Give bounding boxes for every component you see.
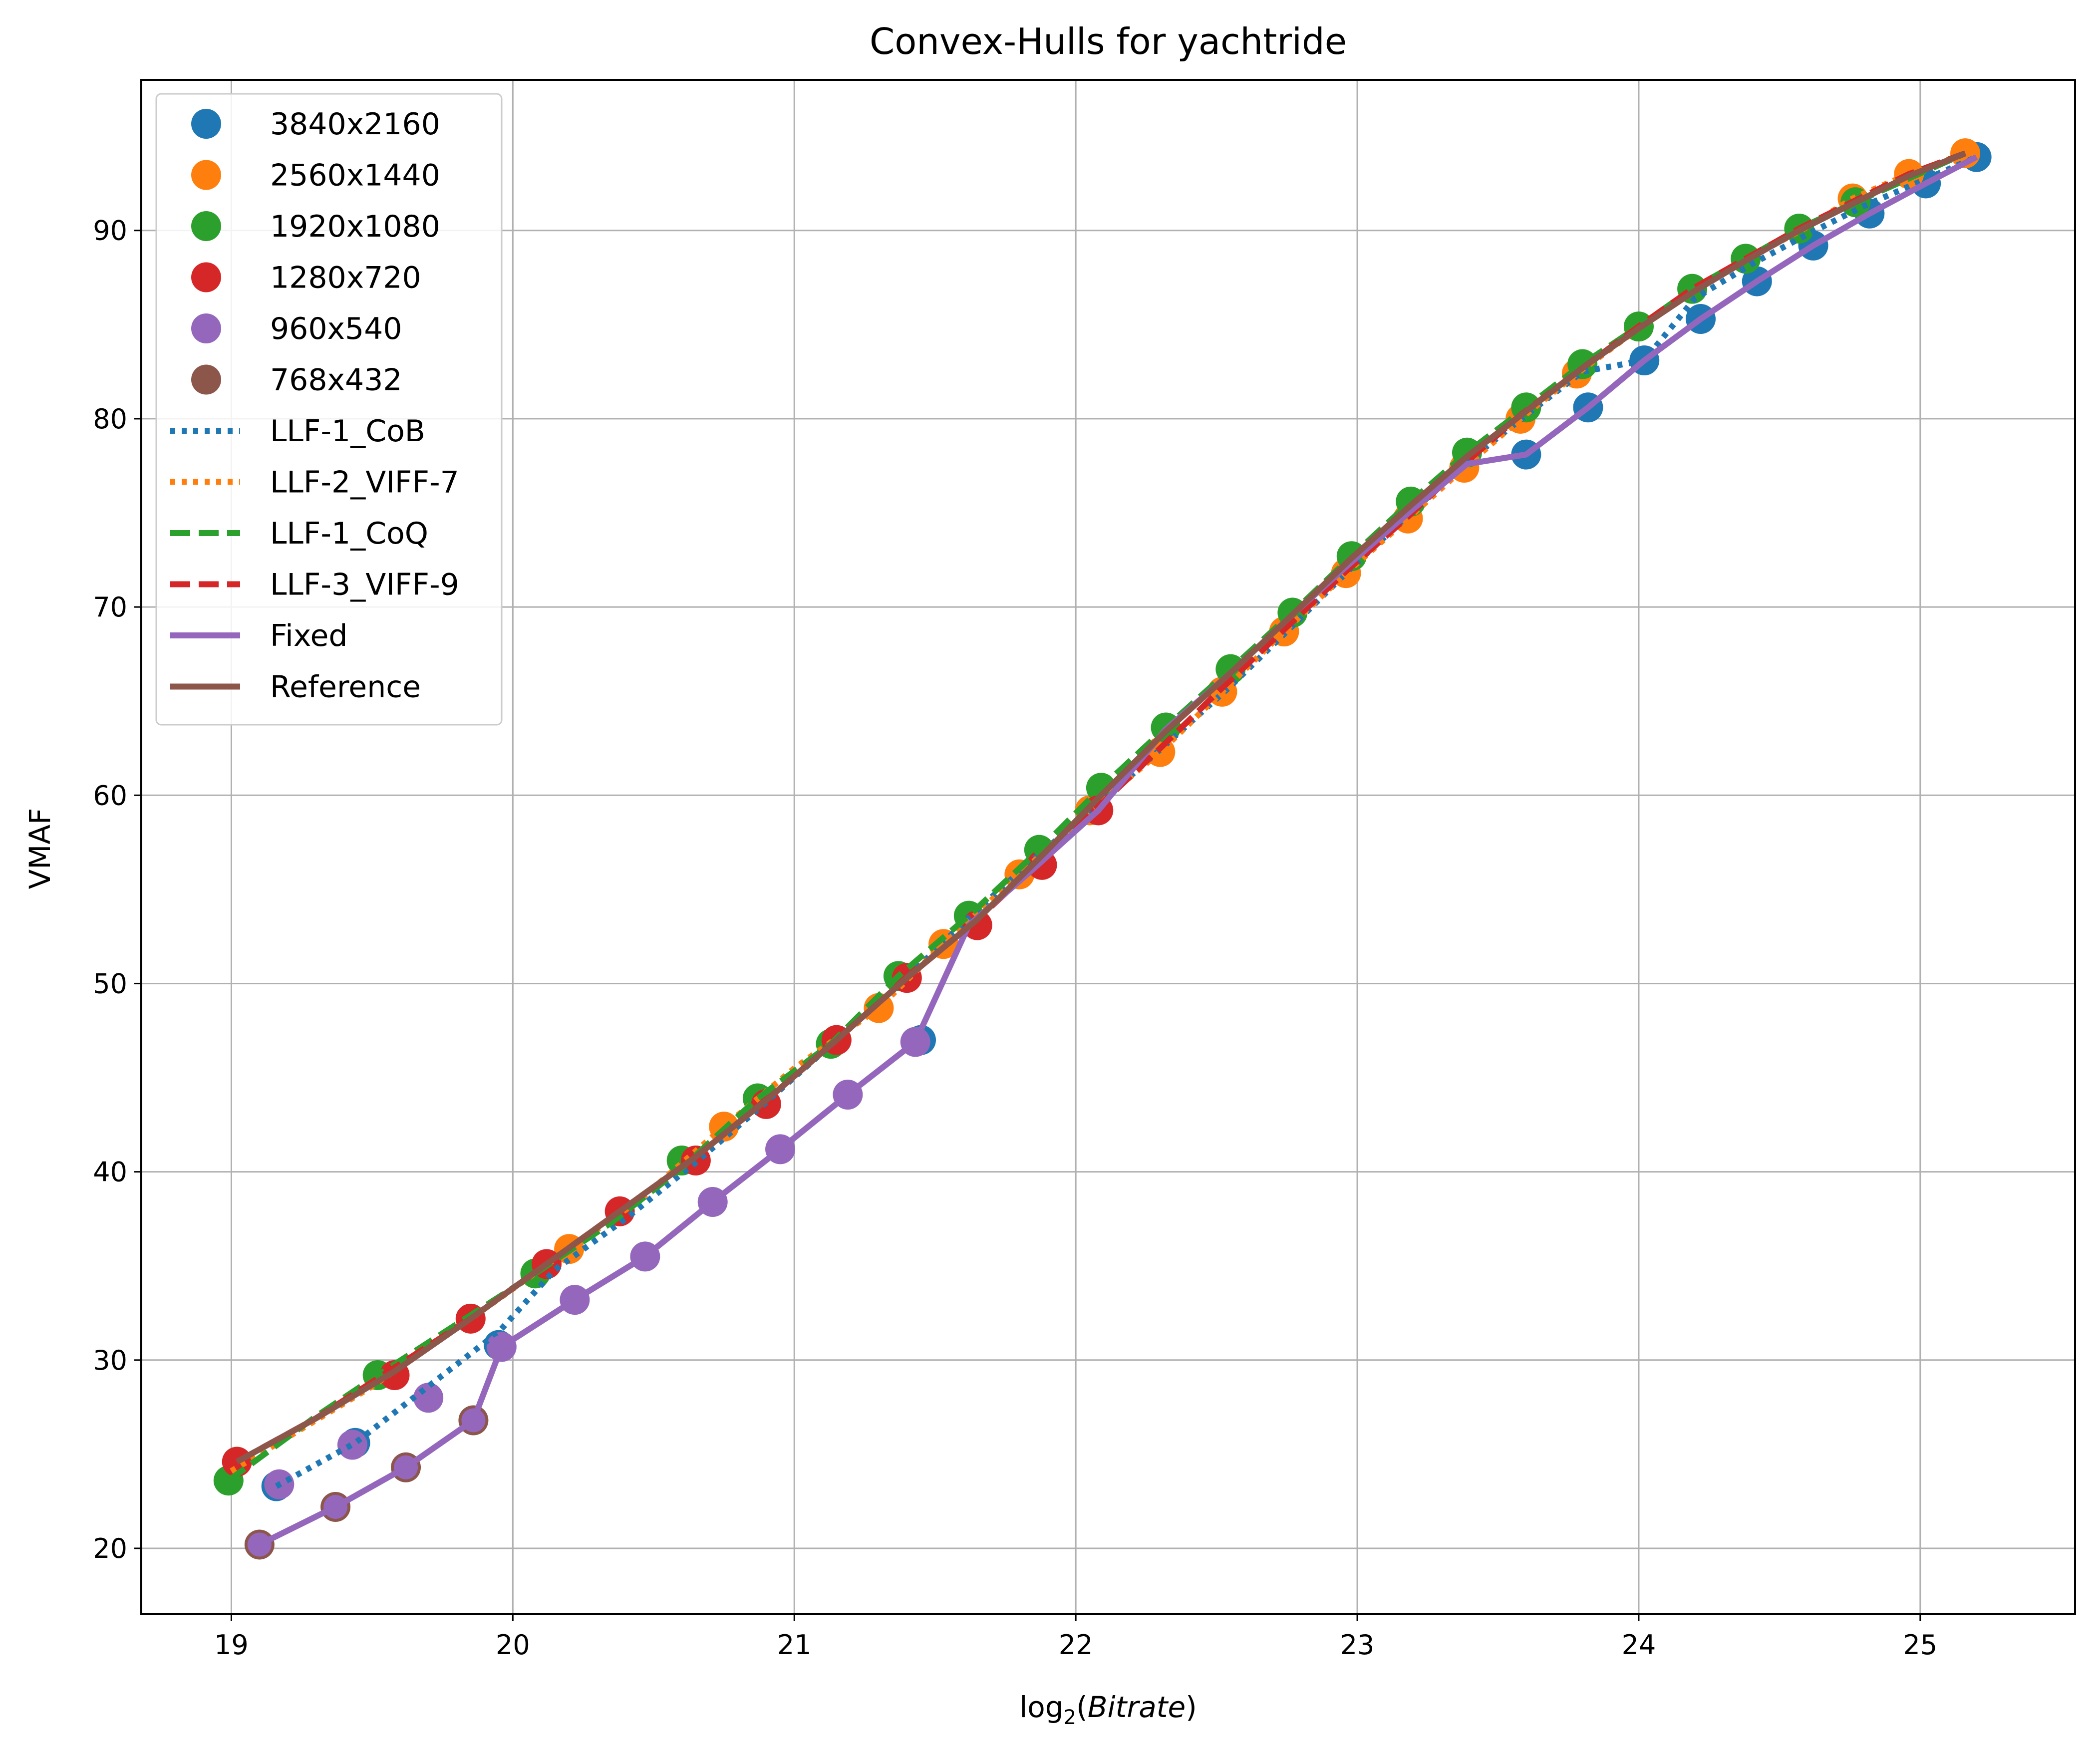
x-tick-label: 20: [496, 1629, 530, 1661]
legend-label: 2560x1440: [270, 158, 440, 193]
x-axis-ticks: 19 20 21 22 23 24 25: [214, 1614, 1937, 1661]
fixed-marker: [461, 1408, 486, 1433]
y-tick-label: 70: [93, 591, 127, 623]
x-axis-label-prefix: log: [1019, 1690, 1063, 1724]
legend-label: LLF-3_VIFF-9: [270, 568, 459, 602]
fixed-marker: [323, 1495, 348, 1519]
x-tick-label: 21: [777, 1629, 812, 1661]
x-axis-label-close-paren: ): [1186, 1690, 1197, 1724]
fixed-marker: [633, 1244, 657, 1269]
scatter-point: [413, 1383, 444, 1413]
legend-label: 1280x720: [270, 261, 421, 295]
x-tick-label: 25: [1903, 1629, 1937, 1661]
y-tick-label: 50: [93, 968, 127, 999]
y-tick-label: 80: [93, 403, 127, 435]
fixed-markers: [247, 1030, 927, 1557]
fixed-marker: [563, 1288, 587, 1312]
x-tick-label: 19: [214, 1629, 249, 1661]
y-tick-label: 40: [93, 1157, 127, 1188]
legend-label: 3840x2160: [270, 107, 440, 142]
legend-label: 768x432: [270, 363, 402, 398]
legend-label: Reference: [270, 670, 421, 705]
plot-frame: [140, 79, 2076, 1615]
grid: [141, 80, 2075, 1614]
line-series-reference: [235, 150, 1967, 1464]
y-axis-label: VMAF: [23, 808, 57, 889]
legend-swatch-768x432: [191, 364, 221, 395]
x-axis-label-open-paren: (: [1076, 1690, 1088, 1724]
fixed-marker: [394, 1455, 418, 1479]
fixed-marker: [700, 1189, 725, 1214]
y-tick-label: 60: [93, 780, 127, 811]
y-tick-label: 30: [93, 1345, 127, 1376]
fixed-marker: [768, 1137, 793, 1162]
line-series-llf-1-cob: [275, 154, 1978, 1489]
fixed-marker: [903, 1030, 927, 1054]
chart-title: Convex-Hulls for yachtride: [870, 20, 1347, 62]
scatter-point: [337, 1430, 367, 1460]
legend-swatch-960x540: [191, 313, 221, 343]
legend-swatch-3840x2160: [191, 109, 221, 139]
x-axis-label: log2(Bitrate): [1019, 1690, 1197, 1729]
legend-label: LLF-1_CoQ: [270, 516, 428, 551]
legend-swatch-2560x1440: [191, 160, 221, 190]
legend-label: 1920x1080: [270, 209, 440, 244]
legend-label: LLF-1_CoB: [270, 414, 425, 449]
x-tick-label: 24: [1622, 1629, 1656, 1661]
legend-swatch-1280x720: [191, 262, 221, 292]
legend-box: [155, 93, 503, 726]
legend-label: 960x540: [270, 311, 402, 346]
x-tick-label: 22: [1059, 1629, 1093, 1661]
x-axis-label-arg: Bitrate: [1088, 1690, 1186, 1724]
legend-label: LLF-2_VIFF-7: [270, 465, 459, 500]
legend-label: Fixed: [270, 618, 347, 653]
y-axis-ticks: 20 30 40 50 60 70 80 90: [93, 215, 141, 1564]
fixed-marker: [489, 1335, 514, 1359]
fixed-marker: [247, 1532, 272, 1557]
fixed-marker: [836, 1082, 860, 1107]
x-axis-label-subscript: 2: [1064, 1706, 1076, 1729]
x-tick-label: 23: [1340, 1629, 1375, 1661]
y-tick-label: 20: [93, 1533, 127, 1564]
y-tick-label: 90: [93, 215, 127, 247]
legend-swatch-1920x1080: [191, 211, 221, 241]
series: [213, 138, 1992, 1560]
legend: 3840x2160 2560x1440 1920x1080 1280x720 960x5…: [155, 93, 503, 726]
